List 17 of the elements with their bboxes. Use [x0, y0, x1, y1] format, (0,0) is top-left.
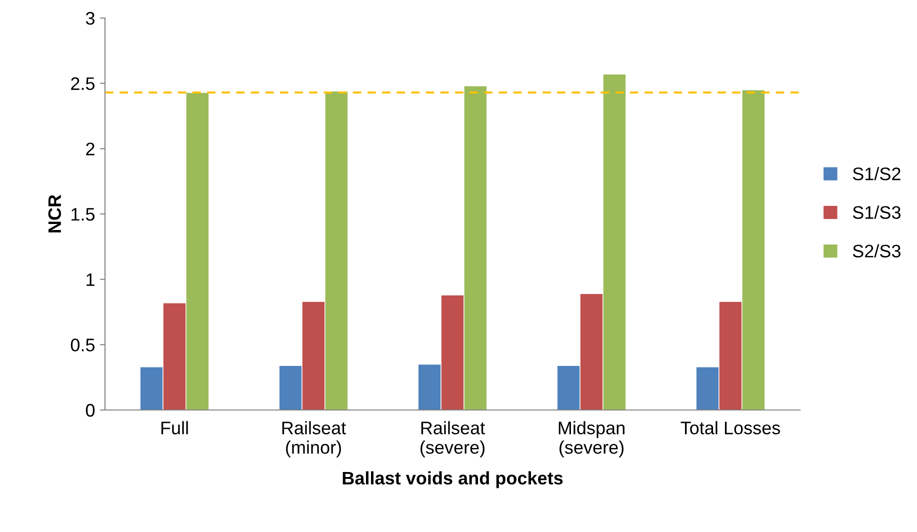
y-tick-label: 0.5	[70, 338, 95, 352]
legend-label: S1/S3	[852, 206, 900, 219]
y-tick-label: 2.5	[71, 77, 95, 90]
y-axis-title: NCR	[48, 194, 62, 232]
y-tick-label: 1	[86, 273, 94, 286]
legend-label: S2/S3	[852, 244, 900, 258]
x-tick-label: Railseat (minor)	[282, 421, 346, 458]
y-tick-label: 0	[86, 404, 95, 417]
x-tick-label: Total Losses	[680, 421, 780, 434]
y-tick-label: 3	[86, 12, 94, 25]
x-tick-label: Midspan (severe)	[558, 421, 624, 458]
x-tick-label: Full	[161, 421, 188, 434]
legend-label: S1/S2	[852, 167, 900, 180]
y-tick-label: 2	[86, 142, 94, 156]
x-tick-label: Railseat (severe)	[420, 421, 485, 458]
x-axis-title: Ballast voids and pockets	[342, 471, 563, 488]
y-tick-label: 1.5	[72, 208, 95, 221]
